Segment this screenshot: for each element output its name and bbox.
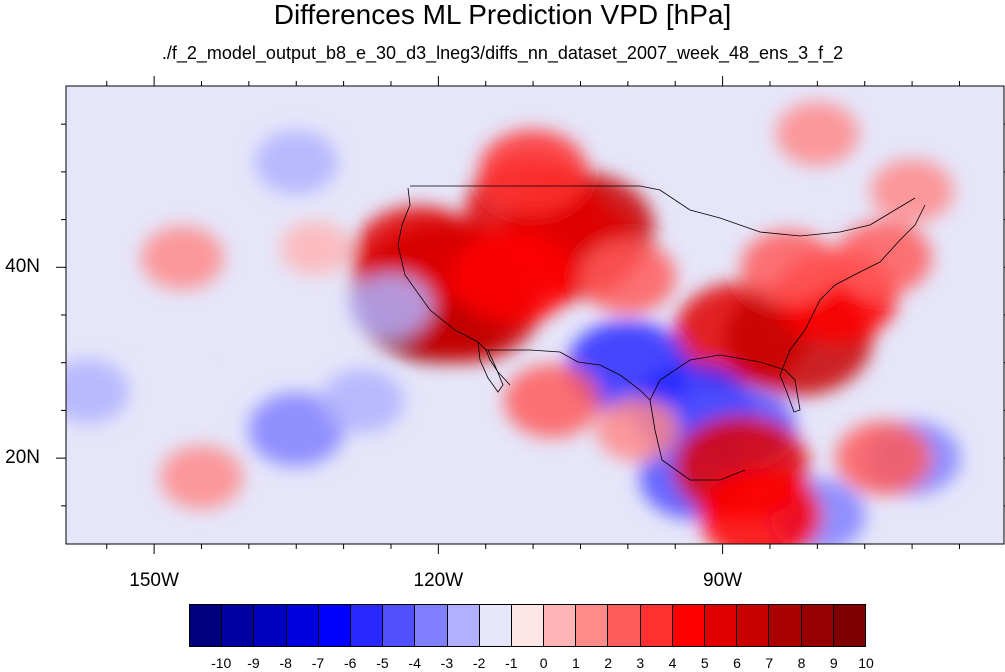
colorbar-swatch (222, 605, 255, 646)
colorbar-swatch (705, 605, 738, 646)
anomaly-region-31 (159, 445, 244, 510)
colorbar-swatch (576, 605, 609, 646)
anomaly-region-23 (248, 392, 345, 467)
colorbar-label: 10 (858, 655, 874, 671)
colorbar-label: -4 (408, 655, 421, 671)
map-subtitle: ./f_2_model_output_b8_e_30_d3_lneg3/diff… (161, 43, 844, 63)
colorbar-label: -6 (343, 655, 357, 671)
anomaly-region-27 (254, 130, 338, 195)
colorbar-label: 4 (668, 655, 677, 671)
colorbar-label: 8 (797, 655, 806, 671)
colorbar-swatch (286, 605, 319, 646)
geographic-outlines (397, 185, 926, 481)
anomaly-region-29 (140, 225, 225, 290)
lat-tick-label: 40N (5, 256, 40, 278)
anomaly-region-35 (595, 397, 679, 462)
mexico-gulf-coastline (649, 399, 746, 481)
colorbar-swatch (833, 605, 865, 646)
anomaly-region-24 (320, 368, 405, 433)
vpd-difference-field (66, 101, 961, 544)
colorbar-label: 5 (700, 655, 709, 671)
lat-tick-label: 20N (5, 447, 40, 469)
colorbar-swatch (318, 605, 351, 646)
us-west-coastline (397, 187, 511, 386)
colorbar-label: -1 (505, 655, 518, 671)
colorbar-label: 7 (765, 655, 774, 671)
anomaly-region-33 (699, 468, 822, 544)
colorbar-swatch (672, 605, 705, 646)
colorbar-swatch (769, 605, 802, 646)
colorbar-label: -5 (376, 655, 389, 671)
colorbar-label: -3 (440, 655, 454, 671)
colorbar-swatch (254, 605, 287, 646)
colorbar-swatch (190, 605, 223, 646)
us-mexico-border (486, 349, 651, 401)
anomaly-region-25 (137, 364, 209, 419)
colorbar-swatch (479, 605, 512, 646)
colorbar-label: 2 (604, 655, 612, 671)
colorbar-swatch (737, 605, 770, 646)
colorbar-swatch (447, 605, 480, 646)
lon-tick-label: 120W (413, 570, 464, 591)
anomaly-region-26 (66, 359, 130, 424)
anomaly-region-28 (349, 273, 433, 338)
anomaly-region-15 (775, 101, 859, 166)
colorbar (189, 604, 866, 647)
colorbar-swatch (801, 605, 834, 646)
colorbar-label: -10 (211, 655, 232, 671)
lon-tick-label: 150W (129, 570, 179, 591)
colorbar-label: -2 (472, 655, 486, 671)
gulf-coastline (649, 354, 801, 413)
colorbar-swatch (640, 605, 673, 646)
anomaly-region-30 (280, 221, 351, 276)
anomaly-region-8 (478, 129, 588, 214)
colorbar-swatch (415, 605, 448, 646)
colorbar-swatch (511, 605, 545, 646)
colorbar-label: -9 (247, 655, 260, 671)
anomaly-region-9 (579, 239, 676, 314)
colorbar-label: 1 (571, 655, 580, 671)
anomaly-region-36 (835, 421, 932, 496)
colorbar-swatch (350, 605, 384, 646)
east-coastline (779, 204, 926, 376)
colorbar-label: 9 (829, 655, 838, 671)
colorbar-swatch (608, 605, 641, 646)
us-canada-border (410, 185, 916, 237)
anomaly-region-13 (740, 230, 838, 305)
baja-california-outline (477, 341, 504, 393)
anomaly-region-16 (870, 158, 954, 223)
map-title: Differences ML Prediction VPD [hPa] (273, 0, 732, 30)
colorbar-swatch (383, 605, 416, 646)
colorbar-swatch (544, 605, 577, 646)
axis-ticks (56, 76, 1005, 554)
colorbar-label: 0 (539, 655, 548, 671)
colorbar-label: -8 (279, 655, 292, 671)
colorbar-label: 6 (733, 655, 741, 671)
colorbar-label: -7 (311, 655, 325, 671)
colorbar-label: 3 (636, 655, 645, 671)
lon-tick-label: 90W (703, 570, 743, 591)
anomaly-region-34 (503, 363, 601, 438)
anomaly-region-7 (453, 229, 576, 324)
